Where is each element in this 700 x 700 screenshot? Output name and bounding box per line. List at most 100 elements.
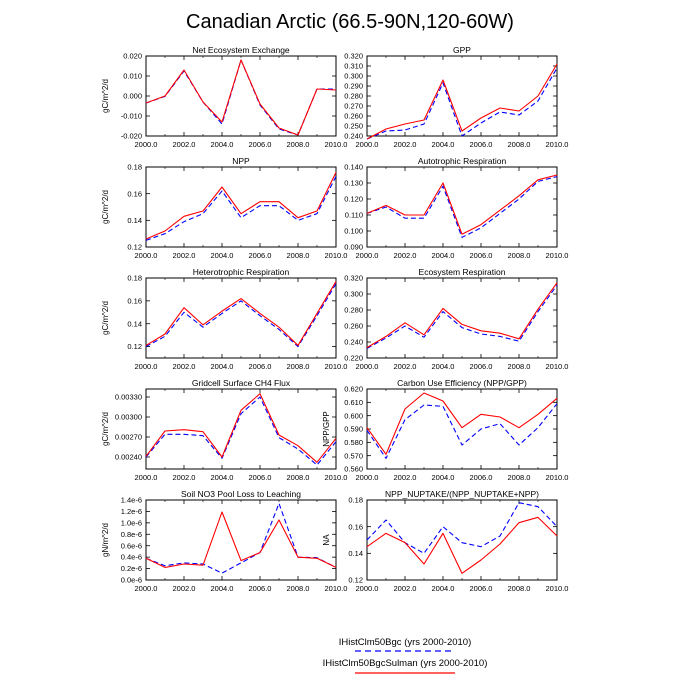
panel-title: Carbon Use Efficiency (NPP/GPP): [397, 378, 527, 388]
x-tick-label: 2004.0: [432, 140, 455, 149]
x-tick-label: 2002.0: [173, 251, 196, 260]
y-tick-label: 0.310: [344, 62, 363, 71]
x-tick-label: 2004.0: [211, 140, 234, 149]
y-tick-label: 0.300: [344, 72, 363, 81]
x-tick-label: 2008.0: [287, 473, 310, 482]
series-line-control: [145, 396, 337, 466]
y-tick-label: 0.14: [127, 216, 142, 225]
chart-panel-10: NPP_NUPTAKE/(NPP_NUPTAKE+NPP) NA 2000.0 200…: [322, 489, 568, 593]
x-tick-label: 2002.0: [394, 140, 417, 149]
y-tick-label: 0.110: [345, 211, 363, 220]
x-tick-label: 2002.0: [394, 362, 417, 371]
y-tick-label: 0.14: [348, 549, 363, 558]
x-tick-label: 2010.0: [546, 584, 569, 593]
y-tick-label: 0.8e-6: [121, 530, 142, 539]
x-tick-label: 2006.0: [249, 362, 272, 371]
x-tick-label: 2000.0: [135, 140, 158, 149]
y-tick-label: 0.600: [344, 411, 363, 420]
y-tick-label: 0.580: [344, 438, 363, 447]
y-tick-label: 0.12: [127, 342, 142, 351]
x-tick-label: 2010.0: [325, 140, 348, 149]
x-tick-label: 2002.0: [394, 584, 417, 593]
y-tick-label: 0.260: [344, 322, 363, 331]
series-line-control: [366, 176, 558, 238]
x-tick-label: 2002.0: [394, 251, 417, 260]
x-tick-label: 2004.0: [432, 362, 455, 371]
figure-title: Canadian Arctic (66.5-90N,120-60W): [186, 11, 514, 33]
x-tick-label: 2006.0: [470, 362, 493, 371]
y-tick-label: 0.00240: [115, 453, 142, 462]
x-tick-label: 2010.0: [546, 473, 569, 482]
plot-frame: [145, 166, 337, 248]
series-line-control: [145, 176, 337, 241]
panel-title: Autotrophic Respiration: [418, 156, 507, 166]
x-tick-label: 2000.0: [135, 473, 158, 482]
x-tick-label: 2002.0: [173, 140, 196, 149]
x-tick-label: 2008.0: [508, 140, 531, 149]
x-tick-label: 2006.0: [249, 251, 272, 260]
panel-title: Soil NO3 Pool Loss to Leaching: [181, 489, 301, 499]
plot-frame: [145, 499, 337, 581]
x-tick-label: 2008.0: [508, 473, 531, 482]
y-tick-label: 0.090: [344, 243, 363, 252]
x-tick-label: 2004.0: [211, 584, 234, 593]
legend-label-sulman: IHistClm50BgcSulman (yrs 2000-2010): [323, 658, 488, 669]
legend-label-control: IHistClm50Bgc (yrs 2000-2010): [339, 637, 472, 648]
series-line-sulman: [366, 63, 558, 140]
y-tick-label: 0.320: [344, 52, 363, 61]
plot-frame: [366, 388, 558, 470]
x-tick-label: 2004.0: [432, 251, 455, 260]
plot-frame: [366, 166, 558, 248]
series-line-control: [366, 284, 558, 349]
x-tick-label: 2000.0: [356, 251, 379, 260]
y-axis-label: gN/m^2/d: [101, 523, 110, 557]
x-tick-label: 2006.0: [470, 584, 493, 593]
x-tick-label: 2008.0: [508, 584, 531, 593]
x-tick-label: 2004.0: [432, 473, 455, 482]
y-axis-label: gC/m^2/d: [101, 412, 110, 446]
y-tick-label: 0.00270: [115, 433, 142, 442]
x-tick-label: 2002.0: [173, 584, 196, 593]
x-tick-label: 2006.0: [249, 584, 272, 593]
plot-frame: [366, 55, 558, 137]
plot-frame: [145, 55, 337, 137]
series-line-sulman: [145, 172, 337, 240]
chart-panel-4: Autotrophic Respiration 2000.0 2002.0 2004.…: [344, 156, 568, 260]
y-tick-label: 0.16: [127, 189, 142, 198]
chart-panel-2: GPP 2000.0 2002.0 2004.0 2006.0 2008.0 2010.0 0…: [344, 45, 568, 149]
panel-title: NPP: [232, 156, 250, 166]
y-tick-label: 0.300: [344, 290, 363, 299]
x-tick-label: 2010.0: [546, 251, 569, 260]
series-line-sulman: [145, 281, 337, 346]
x-tick-label: 2010.0: [325, 251, 348, 260]
y-tick-label: 0.12: [348, 576, 363, 585]
y-tick-label: 0.16: [348, 522, 363, 531]
x-tick-label: 2004.0: [211, 362, 234, 371]
y-tick-label: 0.620: [344, 385, 363, 394]
x-tick-label: 2006.0: [470, 473, 493, 482]
x-tick-label: 2010.0: [325, 473, 348, 482]
series-line-sulman: [366, 174, 558, 235]
y-tick-label: 0.18: [348, 496, 363, 505]
x-tick-label: 2010.0: [325, 584, 348, 593]
series-line-sulman: [366, 282, 558, 349]
y-tick-label: 0.570: [344, 451, 363, 460]
y-tick-label: 0.000: [123, 92, 142, 101]
x-tick-label: 2010.0: [325, 362, 348, 371]
y-tick-label: 0.6e-6: [121, 541, 142, 550]
y-tick-label: 0.14: [127, 319, 142, 328]
panel-title: Ecosystem Respiration: [419, 267, 506, 277]
panel-title: NPP_NUPTAKE/(NPP_NUPTAKE+NPP): [385, 489, 539, 499]
y-axis-label: NA: [322, 534, 331, 546]
y-tick-label: 1.0e-6: [121, 518, 142, 527]
y-tick-label: 1.2e-6: [121, 507, 142, 516]
panel-title: Heterotrophic Respiration: [193, 267, 290, 277]
y-tick-label: 0.0e-6: [121, 576, 142, 585]
chart-panel-5: Heterotrophic Respiration gC/m^2/d 2000.0 2…: [101, 267, 347, 371]
y-tick-label: 0.250: [344, 122, 363, 131]
panel-title: GPP: [453, 45, 471, 55]
x-tick-label: 2004.0: [211, 251, 234, 260]
y-tick-label: 0.610: [344, 398, 363, 407]
y-tick-label: 0.010: [123, 72, 142, 81]
y-tick-label: 0.320: [344, 274, 363, 283]
